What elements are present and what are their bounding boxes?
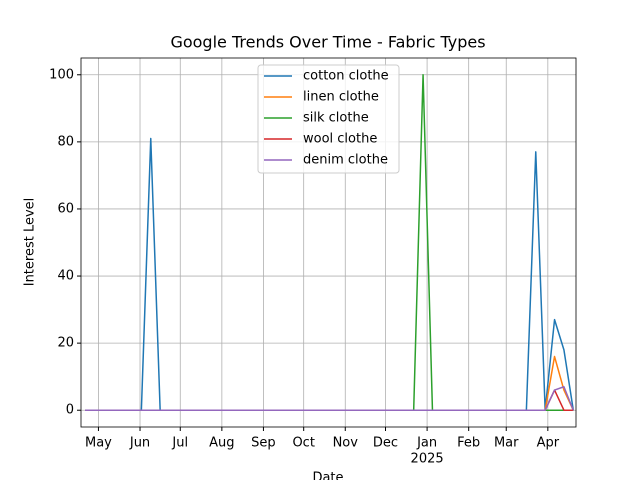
legend-label: denim clothe <box>303 153 388 168</box>
x-tick-label: Oct <box>292 436 314 451</box>
data-line <box>85 137 575 411</box>
x-tick-label: Aug <box>209 436 234 451</box>
y-tick-label: 100 <box>49 67 74 82</box>
x-tick-label: Jan <box>416 436 437 451</box>
legend-label: linen clothe <box>303 90 379 105</box>
y-tick-label: 40 <box>57 269 74 284</box>
legend-label: silk clothe <box>303 111 369 126</box>
data-line <box>85 386 575 411</box>
x-tick-label: Dec <box>373 436 398 451</box>
y-tick-label: 80 <box>57 134 74 149</box>
x-tick-label: May <box>85 436 112 451</box>
data-line <box>85 389 574 411</box>
y-tick-label: 60 <box>57 201 74 216</box>
x-tick-label: Sep <box>251 436 276 451</box>
x-axis-label: Date <box>312 471 343 480</box>
x-tick-label: Jul <box>171 436 188 451</box>
x-tick-label: Mar <box>494 436 519 451</box>
x-year-label: 2025 <box>411 452 444 467</box>
legend-box <box>257 64 400 174</box>
legend-label: cotton clothe <box>303 69 389 84</box>
x-tick-label: Nov <box>333 436 359 451</box>
y-tick-label: 20 <box>57 336 74 351</box>
legend-label: wool clothe <box>303 132 377 147</box>
x-tick-label: Jun <box>129 436 150 451</box>
x-tick-label: Apr <box>537 436 560 451</box>
y-tick-label: 0 <box>66 403 74 418</box>
y-axis-label: Interest Level <box>23 198 38 287</box>
x-tick-label: Feb <box>457 436 480 451</box>
legend: cotton clothe linen clothe silk clothe wool… <box>257 64 400 174</box>
plot-frame <box>80 57 577 428</box>
chart-title: Google Trends Over Time - Fabric Types <box>170 33 485 52</box>
